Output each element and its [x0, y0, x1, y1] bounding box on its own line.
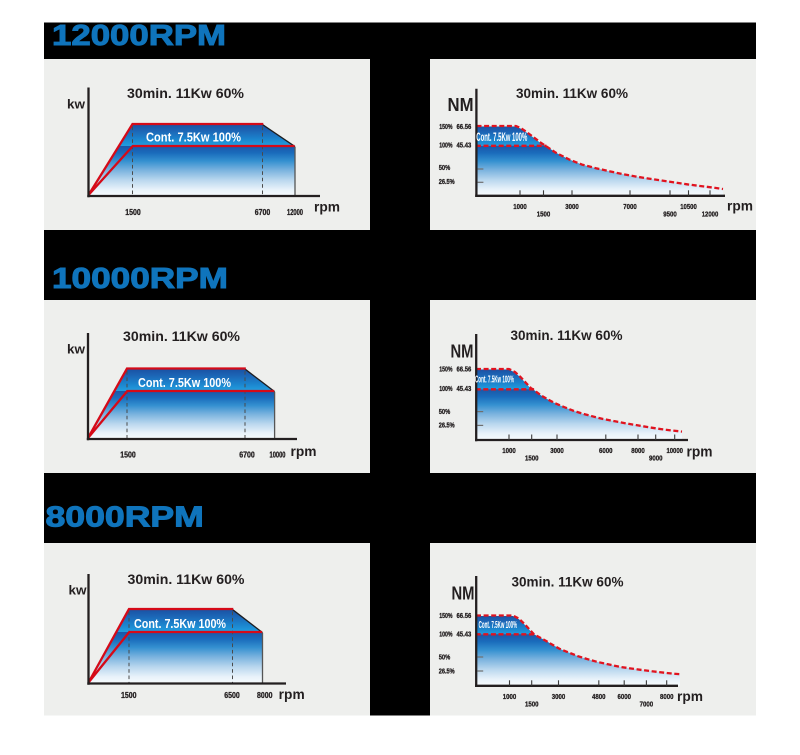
svg-text:30min. 11Kw 60%: 30min. 11Kw 60%	[511, 327, 624, 343]
svg-text:1000: 1000	[513, 202, 527, 211]
svg-text:1500: 1500	[537, 209, 551, 218]
svg-text:6700: 6700	[255, 208, 271, 217]
svg-text:Cont. 7.5Kw 100%: Cont. 7.5Kw 100%	[138, 375, 231, 390]
svg-text:1500: 1500	[525, 699, 539, 708]
svg-text:10000: 10000	[270, 451, 286, 460]
svg-text:1500: 1500	[120, 451, 136, 460]
svg-text:7000: 7000	[640, 699, 654, 708]
svg-text:6000: 6000	[617, 692, 631, 701]
svg-text:8000RPM: 8000RPM	[46, 501, 204, 533]
svg-text:1000: 1000	[503, 692, 517, 701]
svg-text:100%: 100%	[439, 631, 453, 638]
svg-text:3000: 3000	[565, 202, 579, 211]
svg-text:30min. 11Kw 60%: 30min. 11Kw 60%	[128, 571, 246, 587]
svg-text:10000RPM: 10000RPM	[52, 262, 228, 294]
svg-text:66.56: 66.56	[457, 124, 472, 131]
svg-text:9000: 9000	[649, 454, 663, 463]
svg-text:12000: 12000	[702, 209, 719, 218]
svg-text:100%: 100%	[439, 142, 453, 149]
svg-text:50%: 50%	[439, 165, 451, 172]
svg-text:150%: 150%	[439, 124, 453, 131]
svg-text:30min. 11Kw 60%: 30min. 11Kw 60%	[127, 85, 245, 101]
svg-text:150%: 150%	[439, 366, 453, 373]
svg-text:30min. 11Kw 60%: 30min. 11Kw 60%	[512, 574, 625, 590]
svg-text:26.5%: 26.5%	[439, 423, 456, 430]
svg-text:50%: 50%	[439, 409, 451, 416]
svg-text:kw: kw	[69, 583, 88, 598]
svg-text:10500: 10500	[680, 202, 697, 211]
svg-text:30min. 11Kw 60%: 30min. 11Kw 60%	[123, 328, 241, 344]
svg-text:Cont. 7.5Kw 100%: Cont. 7.5Kw 100%	[134, 616, 226, 631]
svg-text:45.43: 45.43	[457, 142, 472, 149]
svg-text:150%: 150%	[439, 613, 453, 620]
svg-text:1500: 1500	[121, 691, 137, 700]
svg-text:66.56: 66.56	[457, 613, 472, 620]
svg-text:NM: NM	[451, 342, 474, 362]
svg-text:rpm: rpm	[677, 689, 703, 704]
svg-text:Cont. 7.5Kw 100%: Cont. 7.5Kw 100%	[479, 619, 518, 631]
svg-text:3000: 3000	[550, 446, 564, 455]
svg-text:12000: 12000	[287, 208, 303, 217]
svg-text:rpm: rpm	[279, 687, 305, 702]
svg-text:7000: 7000	[623, 202, 637, 211]
svg-text:8000: 8000	[660, 692, 674, 701]
svg-text:50%: 50%	[439, 654, 451, 661]
svg-text:45.43: 45.43	[457, 631, 472, 638]
svg-text:100%: 100%	[439, 386, 453, 393]
svg-text:Cont. 7.5Kw 100%: Cont. 7.5Kw 100%	[476, 132, 527, 144]
svg-text:rpm: rpm	[291, 444, 317, 459]
svg-text:rpm: rpm	[687, 444, 713, 461]
svg-text:1000: 1000	[502, 446, 516, 455]
svg-text:rpm: rpm	[314, 200, 340, 215]
svg-text:10000: 10000	[666, 446, 683, 455]
svg-text:26.5%: 26.5%	[439, 668, 456, 675]
svg-text:9500: 9500	[663, 209, 677, 218]
svg-text:66.56: 66.56	[457, 366, 472, 373]
svg-text:Cont. 7.5Kw 100%: Cont. 7.5Kw 100%	[475, 374, 514, 386]
svg-text:6500: 6500	[224, 691, 240, 700]
svg-text:rpm: rpm	[727, 199, 753, 214]
svg-text:8000: 8000	[257, 691, 273, 700]
svg-text:1500: 1500	[125, 208, 141, 217]
svg-text:kw: kw	[67, 97, 86, 112]
svg-text:Cont. 7.5Kw 100%: Cont. 7.5Kw 100%	[146, 129, 241, 144]
svg-text:45.43: 45.43	[457, 386, 472, 393]
svg-text:8000: 8000	[631, 446, 645, 455]
svg-text:6700: 6700	[239, 451, 255, 460]
svg-text:4800: 4800	[592, 692, 606, 701]
svg-text:26.5%: 26.5%	[439, 179, 456, 186]
svg-text:30min. 11Kw 60%: 30min. 11Kw 60%	[516, 85, 629, 101]
svg-text:12000RPM: 12000RPM	[52, 19, 226, 52]
svg-text:6000: 6000	[599, 446, 613, 455]
svg-text:NM: NM	[452, 584, 475, 604]
svg-text:NM: NM	[448, 95, 474, 115]
svg-text:3000: 3000	[552, 692, 566, 701]
svg-text:kw: kw	[67, 342, 86, 357]
svg-text:1500: 1500	[525, 454, 539, 463]
